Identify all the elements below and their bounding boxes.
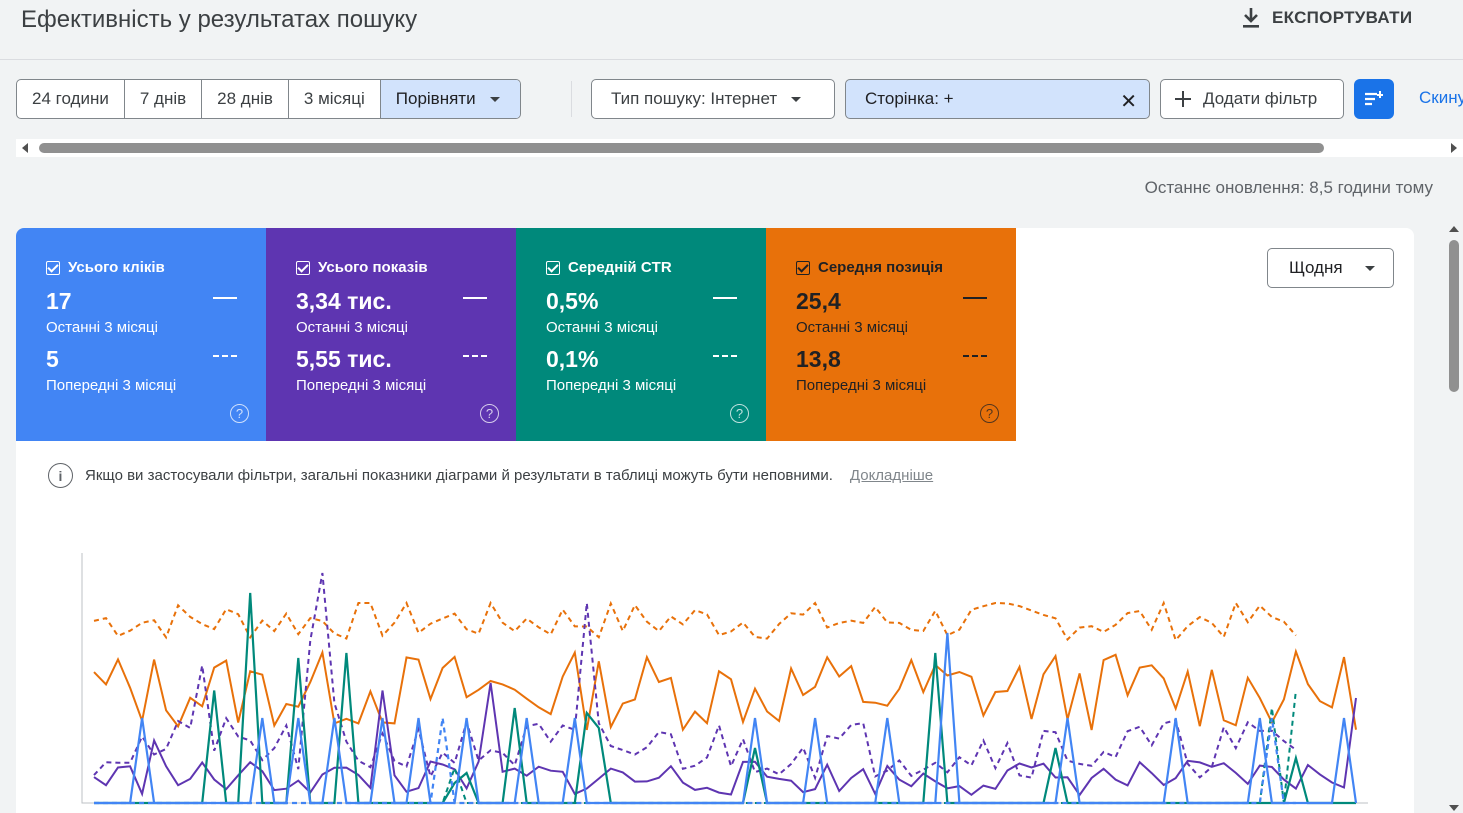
metric-clicks[interactable]: Усього кліків 17 Останні 3 місяці 5 Попе… — [16, 228, 266, 441]
export-label: ЕКСПОРТУВАТИ — [1272, 8, 1413, 27]
metric-header: Усього кліків — [46, 259, 165, 276]
metric-previous-period: Попередні 3 місяці — [546, 377, 677, 394]
export-button[interactable]: ЕКСПОРТУВАТИ — [1240, 6, 1412, 30]
performance-card: Усього кліків 17 Останні 3 місяці 5 Попе… — [16, 228, 1414, 813]
series-impressions-previous — [93, 572, 1297, 781]
metric-label: Середня позиція — [818, 259, 944, 276]
scroll-left-icon[interactable] — [22, 143, 28, 153]
date-range-selector: 24 години 7 днів 28 днів 3 місяці Порівн… — [16, 79, 521, 119]
metric-impressions[interactable]: Усього показів 3,34 тис. Останні 3 місяц… — [266, 228, 516, 441]
scroll-down-icon[interactable] — [1449, 805, 1459, 811]
plus-icon — [1175, 91, 1191, 107]
metric-current-period: Останні 3 місяці — [296, 319, 408, 336]
series-position-previous — [93, 600, 1297, 643]
reset-filters-link[interactable]: Скинути — [1419, 88, 1463, 107]
scroll-right-icon[interactable] — [1451, 143, 1457, 153]
granularity-label: Щодня — [1289, 258, 1343, 277]
checkbox-icon[interactable] — [796, 260, 810, 275]
compare-dropdown[interactable]: Порівняти — [380, 80, 520, 118]
page-title: Ефективність у результатах пошуку — [21, 6, 418, 33]
metric-header: Середній CTR — [546, 259, 672, 276]
last-update-text: Останнє оновлення: 8,5 години тому — [1144, 178, 1433, 197]
chart-axis — [81, 553, 1368, 804]
chevron-down-icon — [489, 96, 500, 102]
horizontal-scrollbar[interactable] — [16, 139, 1463, 157]
page-filter-chip[interactable]: Сторінка: + ✕ — [845, 79, 1150, 119]
solid-line-legend — [963, 297, 987, 299]
solid-line-legend — [213, 297, 237, 299]
filter-divider — [571, 81, 572, 117]
granularity-dropdown[interactable]: Щодня — [1267, 248, 1394, 288]
filter-settings-button[interactable] — [1354, 79, 1394, 119]
metric-current-value: 17 — [46, 288, 72, 314]
scrollbar-thumb[interactable] — [39, 143, 1324, 153]
filter-bar: 24 години 7 днів 28 днів 3 місяці Порівн… — [0, 79, 1463, 119]
metric-current-value: 0,5% — [546, 288, 599, 314]
vertical-scrollbar[interactable] — [1446, 222, 1463, 813]
metric-previous-period: Попередні 3 місяці — [796, 377, 927, 394]
series-clicks-current — [94, 632, 1358, 805]
scrollbar-thumb[interactable] — [1449, 240, 1459, 392]
help-icon[interactable]: ? — [730, 404, 749, 423]
metric-previous-value: 5 — [46, 346, 59, 372]
series-position-current — [93, 648, 1357, 733]
series-ctr-current — [94, 592, 1356, 805]
chevron-down-icon — [1365, 266, 1375, 271]
range-3m[interactable]: 3 місяці — [289, 80, 381, 118]
dashed-line-legend — [463, 355, 487, 357]
performance-chart — [81, 553, 1368, 805]
metric-label: Усього кліків — [68, 259, 165, 276]
solid-line-legend — [463, 297, 487, 299]
series-clicks-previous — [94, 717, 1296, 805]
chevron-down-icon — [791, 96, 802, 102]
info-icon: i — [48, 463, 73, 488]
notice-text: Якщо ви застосували фільтри, загальні по… — [85, 467, 833, 484]
close-icon[interactable]: ✕ — [1120, 91, 1137, 113]
help-icon[interactable]: ? — [980, 404, 999, 423]
metric-position[interactable]: Середня позиція 25,4 Останні 3 місяці 13… — [766, 228, 1016, 441]
metric-previous-value: 0,1% — [546, 346, 599, 372]
dashed-line-legend — [213, 355, 237, 357]
metric-current-period: Останні 3 місяці — [46, 319, 158, 336]
learn-more-link[interactable]: Докладніше — [849, 467, 934, 484]
metric-header: Середня позиція — [796, 259, 943, 276]
dashed-line-legend — [963, 355, 987, 357]
metric-current-period: Останні 3 місяці — [796, 319, 908, 336]
metric-current-period: Останні 3 місяці — [546, 319, 658, 336]
range-28d[interactable]: 28 днів — [202, 80, 289, 118]
add-filter-button[interactable]: Додати фільтр — [1160, 79, 1344, 119]
filter-notice: i Якщо ви застосували фільтри, загальні … — [48, 463, 933, 488]
help-icon[interactable]: ? — [230, 404, 249, 423]
metric-previous-period: Попередні 3 місяці — [46, 377, 177, 394]
scroll-up-icon[interactable] — [1449, 226, 1459, 232]
download-icon — [1243, 8, 1259, 28]
title-divider — [0, 59, 1463, 60]
help-icon[interactable]: ? — [480, 404, 499, 423]
search-type-label: Тип пошуку: Інтернет — [611, 89, 778, 108]
metric-previous-period: Попередні 3 місяці — [296, 377, 427, 394]
page-filter-label: Сторінка: + — [865, 89, 954, 108]
metric-current-value: 25,4 — [796, 288, 841, 314]
checkbox-icon[interactable] — [46, 260, 60, 275]
search-type-dropdown[interactable]: Тип пошуку: Інтернет — [591, 79, 835, 119]
filter-list-icon — [1365, 91, 1383, 106]
metric-header: Усього показів — [296, 259, 428, 276]
checkbox-icon[interactable] — [296, 260, 310, 275]
add-filter-label: Додати фільтр — [1203, 89, 1318, 108]
compare-label: Порівняти — [395, 89, 476, 108]
metric-ctr[interactable]: Середній CTR 0,5% Останні 3 місяці 0,1% … — [516, 228, 766, 441]
title-bar: Ефективність у результатах пошуку ЕКСПОР… — [0, 0, 1463, 60]
metric-current-value: 3,34 тис. — [296, 288, 392, 314]
solid-line-legend — [713, 297, 737, 299]
dashed-line-legend — [713, 355, 737, 357]
metric-previous-value: 5,55 тис. — [296, 346, 392, 372]
series-impressions-current — [93, 682, 1357, 798]
checkbox-icon[interactable] — [546, 260, 560, 275]
metric-label: Усього показів — [318, 259, 428, 276]
range-7d[interactable]: 7 днів — [125, 80, 203, 118]
metric-previous-value: 13,8 — [796, 346, 841, 372]
range-24h[interactable]: 24 години — [17, 80, 125, 118]
metric-label: Середній CTR — [568, 259, 672, 276]
